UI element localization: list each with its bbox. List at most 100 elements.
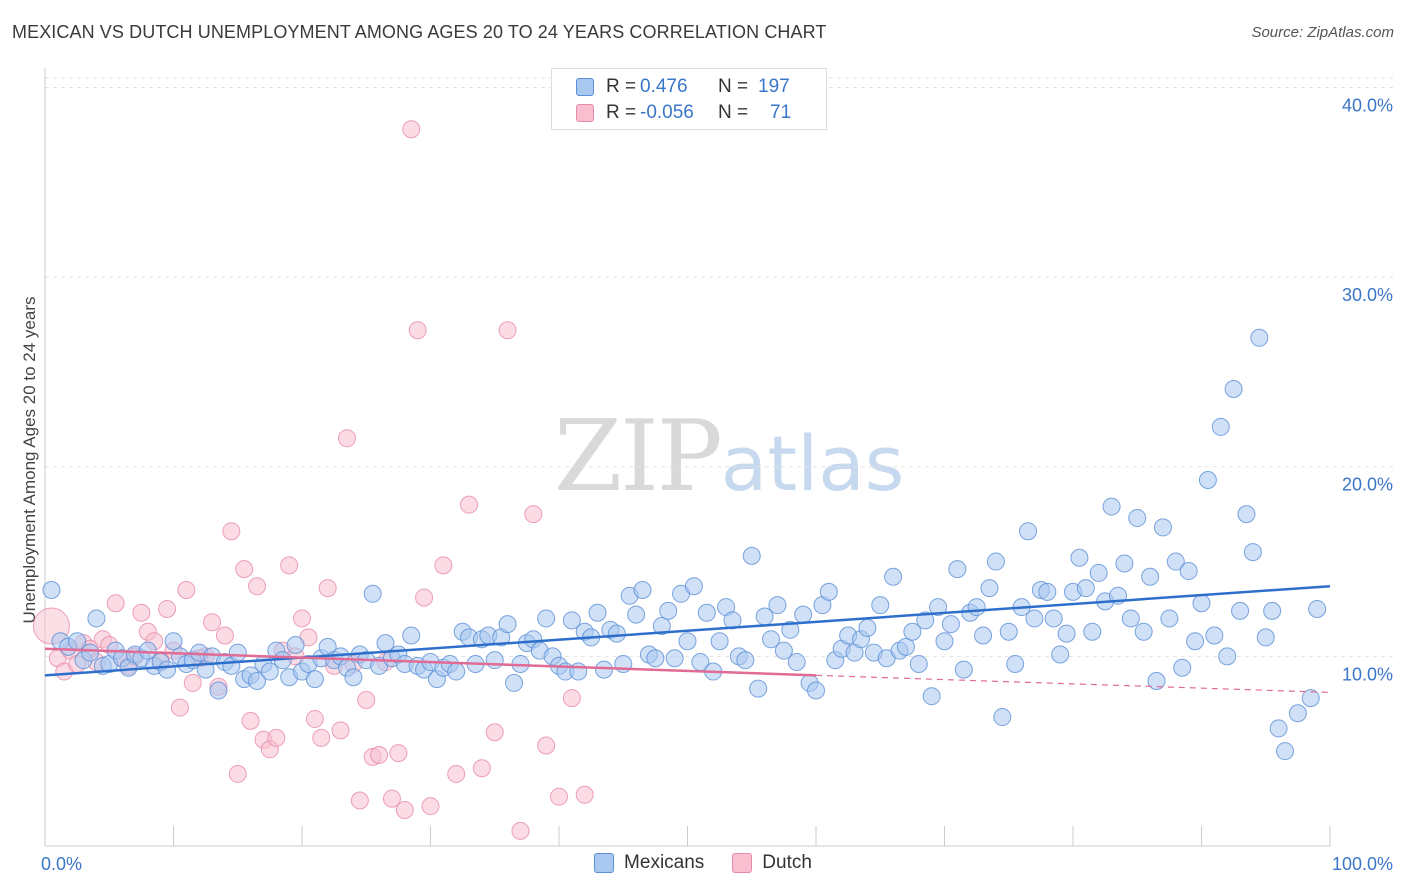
mexican-point bbox=[916, 611, 935, 630]
mexican-point bbox=[710, 632, 729, 651]
mexican-point bbox=[1089, 563, 1108, 582]
dutch-trend-line bbox=[44, 647, 817, 677]
mexican-point bbox=[678, 632, 697, 651]
mexican-point bbox=[485, 651, 504, 670]
mexican-point bbox=[1237, 505, 1256, 524]
mexican-point bbox=[363, 584, 382, 603]
mexican-point bbox=[42, 581, 61, 599]
y-tick-label: 30.0% bbox=[1342, 285, 1393, 305]
mexican-point bbox=[1166, 552, 1185, 571]
mexican-point bbox=[87, 609, 106, 628]
chart-title: MEXICAN VS DUTCH UNEMPLOYMENT AMONG AGES… bbox=[12, 22, 827, 42]
mexican-point bbox=[999, 622, 1018, 641]
dutch-point bbox=[331, 721, 350, 740]
mexican-point bbox=[1160, 609, 1179, 628]
dutch-point bbox=[408, 321, 427, 340]
mexican-point bbox=[749, 679, 768, 698]
dutch-point bbox=[183, 673, 202, 692]
legend-item-dutch: Dutch bbox=[732, 852, 812, 874]
mexican-point bbox=[1288, 704, 1307, 723]
dutch-points bbox=[32, 120, 594, 840]
dutch-point bbox=[575, 785, 594, 804]
dutch-point bbox=[350, 791, 369, 810]
trend-lines bbox=[44, 584, 1331, 693]
mexican-point bbox=[742, 546, 761, 565]
mexican-point bbox=[1205, 626, 1224, 645]
mexican-point bbox=[1186, 632, 1205, 651]
watermark-zip: ZIP bbox=[554, 400, 723, 514]
dutch-point bbox=[550, 787, 568, 806]
tick-labels: 10.0% 20.0% 30.0% 40.0% 0.0% 100.0% bbox=[41, 95, 1393, 874]
mexican-point bbox=[594, 660, 613, 679]
mexican-point bbox=[344, 668, 363, 687]
legend-label-dutch: Dutch bbox=[762, 852, 812, 873]
mexican-point bbox=[138, 641, 157, 660]
mexican-point bbox=[402, 626, 421, 645]
mexican-point bbox=[1301, 689, 1320, 708]
dutch-point bbox=[511, 821, 530, 840]
mexicans-points bbox=[42, 328, 1327, 761]
mexican-point bbox=[1051, 645, 1070, 664]
mexican-point bbox=[858, 618, 877, 637]
legend-item-mexicans: Mexicans bbox=[594, 852, 704, 874]
mexican-point bbox=[929, 598, 948, 617]
mexican-point bbox=[768, 596, 787, 615]
mexican-point bbox=[948, 560, 967, 579]
legend-label-mexicans: Mexicans bbox=[624, 852, 705, 873]
legend-r-label: R = bbox=[606, 102, 637, 123]
legend-r-value: -0.056 bbox=[640, 102, 694, 123]
mexican-point bbox=[807, 681, 825, 700]
dutch-point bbox=[158, 599, 177, 618]
dutch-point bbox=[235, 560, 254, 579]
y-tick-label: 40.0% bbox=[1342, 95, 1393, 115]
mexican-point bbox=[164, 632, 183, 651]
dutch-point bbox=[106, 594, 125, 613]
legend-n-value: 197 bbox=[758, 76, 790, 97]
dutch-point bbox=[222, 522, 241, 541]
mexican-point bbox=[980, 579, 999, 598]
dutch-point bbox=[357, 690, 376, 709]
mexican-point bbox=[967, 598, 986, 617]
dutch-point bbox=[434, 556, 453, 575]
mexican-point bbox=[1076, 579, 1095, 598]
dutch-point bbox=[337, 429, 356, 448]
mexican-point bbox=[1269, 719, 1288, 738]
mexican-point bbox=[209, 681, 228, 700]
mexican-point bbox=[954, 660, 973, 679]
dutch-point bbox=[305, 709, 324, 728]
series-legend: Mexicans Dutch bbox=[0, 852, 1406, 874]
mexican-point bbox=[774, 641, 793, 660]
dutch-point bbox=[402, 120, 421, 139]
mexican-point bbox=[787, 653, 806, 672]
mexican-point bbox=[1231, 601, 1250, 620]
mexican-point bbox=[1006, 654, 1025, 673]
mexican-point bbox=[588, 603, 607, 622]
mexican-point bbox=[1250, 328, 1269, 347]
mexican-point bbox=[498, 615, 517, 634]
mexican-point bbox=[228, 643, 247, 662]
dutch-point bbox=[537, 736, 556, 755]
mexican-point bbox=[736, 651, 755, 670]
dutch-swatch bbox=[576, 104, 594, 122]
x-tick-label: 0.0% bbox=[41, 854, 82, 874]
mexican-point bbox=[80, 643, 99, 662]
mexican-point bbox=[1141, 567, 1160, 586]
mexican-point bbox=[158, 660, 177, 679]
legend-n-label: N = bbox=[718, 102, 749, 123]
legend-r-label: R = bbox=[606, 76, 637, 97]
mexican-point bbox=[684, 577, 703, 596]
mexican-point bbox=[974, 626, 993, 645]
watermark: ZIPatlas bbox=[554, 400, 904, 514]
dutch-point bbox=[267, 728, 286, 747]
mexican-point bbox=[1115, 554, 1134, 573]
dutch-point bbox=[132, 603, 151, 622]
dutch-point bbox=[241, 711, 260, 730]
dutch-point bbox=[389, 744, 408, 763]
mexican-point bbox=[1019, 522, 1038, 541]
mexican-point bbox=[896, 637, 915, 656]
mexican-point bbox=[646, 649, 665, 668]
dutch-point bbox=[293, 609, 311, 628]
dutch-point bbox=[312, 728, 331, 747]
x-tick-label: 100.0% bbox=[1332, 854, 1393, 874]
dutch-point bbox=[485, 723, 504, 742]
